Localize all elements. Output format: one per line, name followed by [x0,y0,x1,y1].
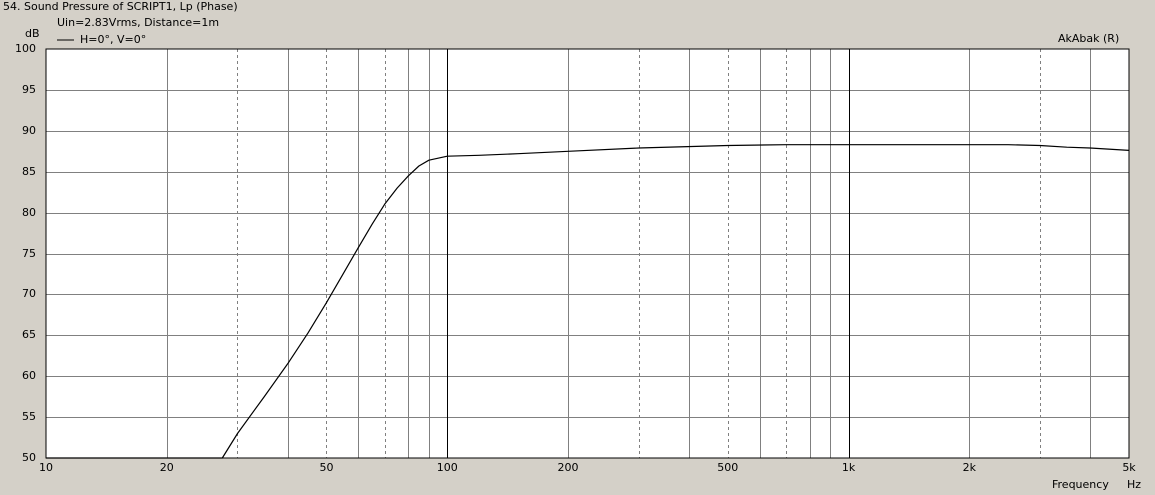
x-tick-label: 20 [159,461,174,474]
y-tick-label: 65 [22,328,36,342]
x-tick-label: 500 [717,461,739,474]
chart-title: 54. Sound Pressure of SCRIPT1, Lp (Phase… [3,0,238,13]
y-tick-label: 100 [15,42,36,55]
plot-area [46,49,1129,458]
x-tick-label: 2k [962,461,976,474]
x-axis-unit: Hz [1127,478,1142,491]
y-tick-label: 85 [22,164,36,178]
y-tick-label: 80 [22,205,36,219]
plot-border [45,48,1130,459]
x-tick-label: 100 [436,461,458,474]
x-tick-label: 5k [1122,461,1136,474]
y-tick-label: 50 [22,451,36,464]
y-tick-label: 60 [22,369,36,383]
legend-label: H=0°, V=0° [80,33,147,46]
y-tick-label: 55 [22,410,36,424]
minor-gridlines [46,49,1129,458]
x-tick-label: 50 [319,461,334,474]
y-axis-unit: dB [25,27,40,40]
series-line [46,144,1130,459]
x-tick-label: 10 [39,461,53,474]
x-tick-label: 1k [841,461,856,474]
y-tick-label: 90 [22,123,36,137]
chart-subtitle: Uin=2.83Vrms, Distance=1m [57,16,220,29]
major-gridlines [447,49,850,458]
brand-label: AkAbak (R) [1058,32,1120,45]
y-tick-label: 75 [22,246,36,260]
y-tick-label: 95 [22,82,36,96]
x-tick-label: 200 [557,461,579,474]
curve-layer [46,144,1130,459]
y-tick-label: 70 [22,287,36,301]
x-axis-title: Frequency [1052,478,1109,491]
